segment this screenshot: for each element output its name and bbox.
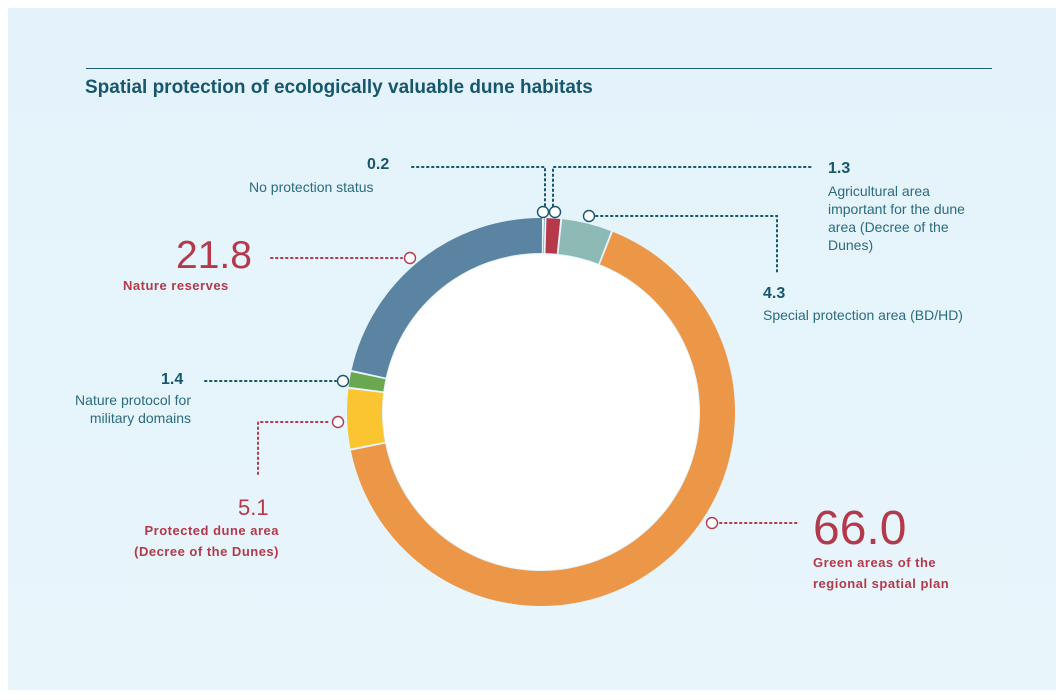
donut-slice	[543, 218, 545, 254]
leader-dot	[548, 205, 562, 219]
label-protected-dune-line: (Decree of the Dunes)	[134, 544, 279, 559]
label-green-areas-line: Green areas of the	[813, 555, 937, 570]
leader-dot	[705, 516, 719, 530]
leader-line	[411, 166, 546, 207]
chart-title: Spatial protection of ecologically valua…	[85, 77, 593, 98]
value-special-protection: 4.3	[763, 285, 786, 302]
label-military-line: military domains	[89, 410, 191, 426]
label-nature-reserves: Nature reserves	[123, 278, 229, 293]
leader-line	[257, 421, 332, 475]
donut-slice	[558, 219, 612, 264]
label-green-areas-line: regional spatial plan	[813, 576, 950, 591]
label-protected-dune: Protected dune area (Decree of the Dunes…	[105, 520, 279, 562]
leader-lines	[204, 166, 814, 530]
donut-slice	[347, 388, 385, 449]
label-military-line: Nature protocol for	[75, 392, 191, 408]
donut-hole	[383, 254, 699, 570]
value-military: 1.4	[161, 371, 184, 388]
donut-slices	[347, 218, 735, 606]
leader-dot	[331, 415, 345, 429]
value-agricultural: 1.3	[828, 160, 851, 177]
value-no-protection: 0.2	[367, 156, 390, 173]
leader-line	[595, 215, 778, 273]
leader-dot	[582, 209, 596, 223]
label-agricultural-line: Dunes)	[828, 237, 874, 253]
label-green-areas: Green areas of the regional spatial plan	[813, 552, 949, 594]
value-protected-dune: 5.1	[238, 495, 269, 520]
label-protected-dune-line: Protected dune area	[144, 523, 279, 538]
label-agricultural: Agricultural area important for the dune…	[828, 182, 965, 254]
title-rule	[86, 68, 992, 69]
donut-slice	[348, 372, 386, 392]
label-military: Nature protocol for military domains	[56, 391, 191, 427]
leader-dot	[536, 205, 550, 219]
leader-dot	[336, 374, 350, 388]
label-agricultural-line: Agricultural area	[828, 183, 930, 199]
label-agricultural-line: area (Decree of the	[828, 219, 949, 235]
leader-dot	[403, 251, 417, 265]
donut-slice	[351, 218, 543, 378]
value-green-areas: 66.0	[813, 502, 907, 555]
value-nature-reserves: 21.8	[176, 234, 252, 277]
donut-slice	[545, 218, 561, 254]
leader-line	[552, 166, 814, 207]
label-special-protection: Special protection area (BD/HD)	[763, 307, 963, 323]
label-no-protection: No protection status	[249, 179, 374, 195]
label-agricultural-line: important for the dune	[828, 201, 965, 217]
